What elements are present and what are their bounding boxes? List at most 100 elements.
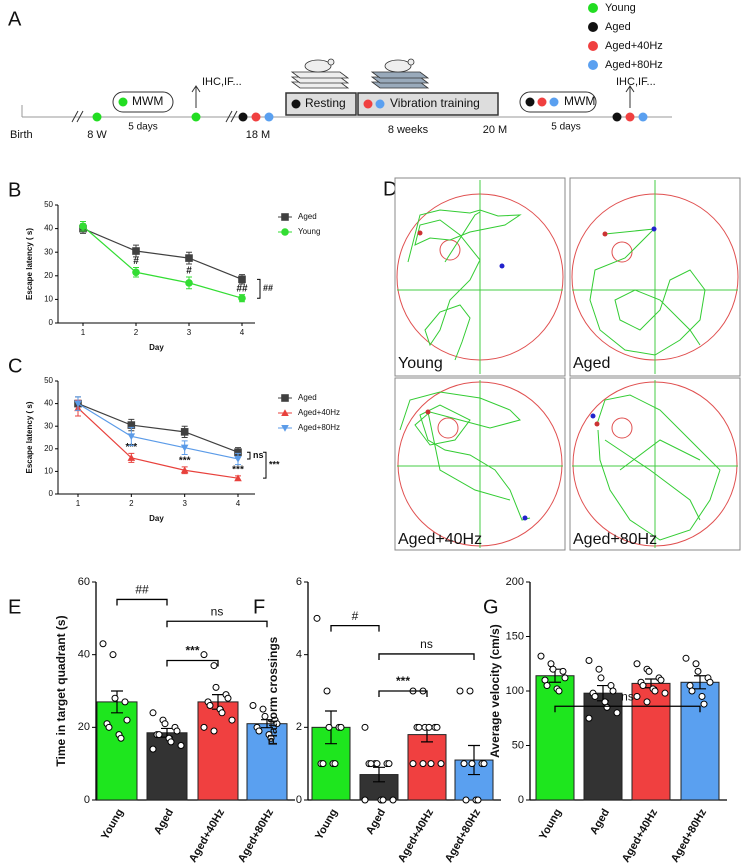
marker xyxy=(281,424,289,432)
data-point xyxy=(468,760,476,768)
bracket-label: # xyxy=(352,609,359,623)
y-axis-label: Escape latency ( s) xyxy=(25,228,34,300)
data-point xyxy=(692,660,700,668)
y-tick-label: 40 xyxy=(44,399,53,408)
marker xyxy=(185,254,193,262)
dot xyxy=(549,97,559,107)
error-bar xyxy=(373,766,385,783)
swim-panel xyxy=(569,177,741,377)
bracket-label: ns xyxy=(253,450,264,460)
y-tick-label: 30 xyxy=(44,421,53,430)
y-tick-label: 20 xyxy=(44,444,53,453)
data-point xyxy=(149,745,157,753)
panel-letter: B xyxy=(8,179,21,201)
bracket-label: *** xyxy=(396,674,410,688)
data-point xyxy=(121,698,129,706)
data-point xyxy=(633,660,641,668)
legend-swatch xyxy=(588,60,598,70)
x-axis-label: Day xyxy=(149,514,164,523)
annotation: ## xyxy=(236,283,248,294)
line xyxy=(82,225,243,299)
bracket-label: *** xyxy=(185,644,199,658)
data-point xyxy=(149,709,157,717)
data-point xyxy=(595,665,603,673)
x-tick-label: Aged+80Hz xyxy=(443,807,483,864)
x-tick-label: Young xyxy=(537,807,564,842)
line xyxy=(82,228,243,280)
bracket xyxy=(257,278,261,299)
y-axis-label: Time in target quadrant (s) xyxy=(54,615,68,766)
bar xyxy=(96,701,138,801)
data-point xyxy=(173,727,181,735)
data-point xyxy=(555,687,563,695)
y-tick-label: 2 xyxy=(296,721,302,733)
legend-label: Young xyxy=(298,227,320,236)
data-point xyxy=(200,723,208,731)
dot xyxy=(363,99,373,109)
legend-label: Aged+80Hz xyxy=(298,423,340,432)
y-axis-label: Average velocity (cm/s) xyxy=(488,624,502,758)
data-point xyxy=(466,687,474,695)
annotation: *** xyxy=(232,465,244,476)
bracket xyxy=(263,451,267,479)
y-tick-label: 0 xyxy=(84,794,90,806)
panel-letter: C xyxy=(8,355,22,377)
y-tick-label: 60 xyxy=(78,576,90,588)
bar xyxy=(631,682,671,801)
marker xyxy=(281,409,289,417)
data-point xyxy=(409,760,417,768)
data-point xyxy=(460,760,468,768)
marker xyxy=(234,455,242,463)
y-tick-label: 200 xyxy=(506,576,524,588)
data-point xyxy=(218,709,226,717)
bracket xyxy=(166,620,268,628)
bracket xyxy=(247,451,251,460)
x-tick-label: Aged xyxy=(152,807,176,837)
bracket xyxy=(330,624,380,632)
data-point xyxy=(367,760,375,768)
x-tick-label: Aged xyxy=(588,807,612,837)
label: MWM xyxy=(564,94,595,108)
marker xyxy=(234,448,242,456)
data-point xyxy=(331,760,339,768)
data-point xyxy=(682,654,690,662)
y-tick-label: 6 xyxy=(296,576,302,588)
data-point xyxy=(537,652,545,660)
x-tick-label: Aged xyxy=(364,807,388,837)
x-tick-label: 2 xyxy=(129,499,134,508)
label: Resting xyxy=(305,96,346,110)
marker xyxy=(238,275,246,284)
label: 18 M xyxy=(246,129,270,141)
data-point xyxy=(319,760,327,768)
data-point xyxy=(123,716,131,724)
data-point xyxy=(261,712,269,720)
x-tick-label: Aged+40Hz xyxy=(620,807,660,864)
data-point xyxy=(633,692,641,700)
label: IHC,IF... xyxy=(616,76,656,88)
data-point xyxy=(99,640,107,648)
y-tick-label: 0 xyxy=(296,794,302,806)
timeline: Birth 8 W MWM 5 days IHC,IF... 18 M Rest… xyxy=(10,58,672,141)
marker xyxy=(281,213,289,221)
data-point xyxy=(698,692,706,700)
data-point xyxy=(427,760,435,768)
break-mark xyxy=(71,110,238,123)
data-point xyxy=(210,662,218,670)
swim-label: Aged+80Hz xyxy=(573,531,657,548)
annotation: # xyxy=(133,256,139,267)
data-point xyxy=(613,709,621,717)
label: 5 days xyxy=(128,122,157,133)
bracket xyxy=(378,653,475,660)
data-point xyxy=(639,682,647,690)
line xyxy=(77,403,239,453)
error-bar xyxy=(261,719,273,729)
bracket xyxy=(554,705,701,713)
data-point xyxy=(456,687,464,695)
dot xyxy=(291,99,301,109)
y-tick-label: 50 xyxy=(44,376,53,385)
data-point xyxy=(561,674,569,682)
y-axis-label: Platform crossings xyxy=(266,636,280,745)
x-tick-label: 1 xyxy=(81,328,86,337)
label: 5 days xyxy=(551,122,580,133)
data-point xyxy=(325,723,333,731)
